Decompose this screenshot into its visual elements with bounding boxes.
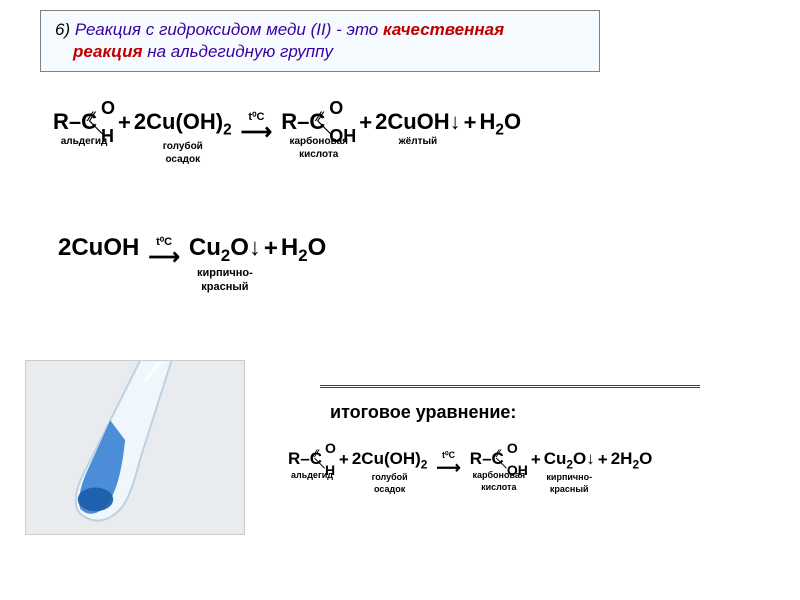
eq3-acid-o: O xyxy=(507,442,518,455)
test-tube-photo xyxy=(25,360,245,535)
eq1-acid-o: O xyxy=(329,100,343,116)
eq3-cu2o-cu: Cu xyxy=(544,449,567,468)
slash: ＼ xyxy=(317,124,331,132)
arrow-icon: ⟶ xyxy=(436,461,460,475)
eq1-h2o-s: 2 xyxy=(495,121,504,138)
eq2-plus: + xyxy=(264,235,278,263)
eq3-ald-o: O xyxy=(325,442,336,455)
eq3-cuoh2-t: 2Cu(OH) xyxy=(352,449,421,468)
summary-divider xyxy=(320,385,700,388)
eq2-cu2o: Cu2O↓ кирпично- красный xyxy=(189,235,261,293)
title-plain: Реакция с гидроксидом меди (II) xyxy=(75,20,332,39)
eq2-cu2o-o: O↓ xyxy=(230,234,261,261)
eq1-cuoh2: 2Cu(OH)2 голубой осадок xyxy=(134,110,232,165)
eq3-cuoh2-s: 2 xyxy=(421,457,428,471)
eq3-ald-h: H xyxy=(325,464,335,477)
eq1-acid-oh: OH xyxy=(329,128,356,144)
eq3-h2o: 2H2O xyxy=(611,450,653,471)
arrow-icon: ⟶ xyxy=(241,123,273,141)
title-line-1: 6) Реакция с гидроксидом меди (II) - это… xyxy=(55,19,585,41)
eq1-cuoh1-l: жёлтый xyxy=(399,136,438,147)
eq2-cuoh-t: 2CuOH xyxy=(58,235,139,261)
summary-label: итоговое уравнение: xyxy=(330,402,516,423)
eq3-cuoh2: 2Cu(OH)2 голубой осадок xyxy=(352,450,428,495)
eq1-h2o: H2O xyxy=(480,110,522,139)
eq2-cuoh: 2CuOH xyxy=(58,235,139,261)
eq3-cuoh2-l1: голубой xyxy=(372,473,408,483)
eq3-arrow: t⁰C ⟶ xyxy=(436,450,460,475)
title-line-2: реакция на альдегидную группу xyxy=(55,41,585,63)
eq1-plus1: + xyxy=(118,110,131,136)
eq3-ald: R–C ⁄⁄ O H ＼ альдегид xyxy=(288,450,336,481)
eq2-h2o-o: O xyxy=(308,234,327,261)
slash: ⁄⁄ xyxy=(314,451,318,458)
eq3-acid-l2: кислота xyxy=(481,483,516,493)
eq2-cu2o-cu: Cu xyxy=(189,234,221,261)
equation-1: R–C ⁄⁄ O H ＼ альдегид + 2Cu(OH)2 голубой… xyxy=(50,110,524,165)
eq1-cuoh1-t: 2CuOH↓ xyxy=(375,110,461,134)
eq1-cuoh2-s: 2 xyxy=(223,121,232,138)
eq3-cu2o-l2: красный xyxy=(550,485,589,495)
eq3-plus2: + xyxy=(531,450,541,470)
eq1-ald-o: O xyxy=(101,100,115,116)
eq3-cu2o-o: O↓ xyxy=(573,449,595,468)
eq3-cu2o-l1: кирпично- xyxy=(546,473,592,483)
eq1-aldehyde: R–C ⁄⁄ O H ＼ альдегид xyxy=(53,110,115,147)
eq1-acid-l2: кислота xyxy=(299,149,338,160)
eq3-h2o-h: 2H xyxy=(611,449,633,468)
eq2-h2o: H2O xyxy=(281,235,326,265)
slash: ⁄⁄ xyxy=(496,451,500,458)
title-box: 6) Реакция с гидроксидом меди (II) - это… xyxy=(40,10,600,72)
eq3-cuoh2-l2: осадок xyxy=(374,485,405,495)
eq1-cuoh2-l2: осадок xyxy=(165,154,200,165)
eq2-cu2o-l2: красный xyxy=(201,281,248,293)
eq2-h2o-h: H xyxy=(281,234,298,261)
eq3-plus3: + xyxy=(598,450,608,470)
title-red2: реакция xyxy=(73,42,143,61)
eq1-plus2: + xyxy=(359,110,372,136)
eq1-cuoh2-t: 2Cu(OH) xyxy=(134,109,223,134)
eq2-cu2o-l1: кирпично- xyxy=(197,267,253,279)
slash: ＼ xyxy=(314,461,325,468)
eq1-cuoh2-l1: голубой xyxy=(163,141,203,152)
slash: ＼ xyxy=(89,124,103,132)
eq2-arrow: t⁰C ⟶ xyxy=(148,235,180,266)
slash: ＼ xyxy=(496,461,507,468)
eq3-acid: R–C ⁄⁄ O OH ＼ карбоновая кислота xyxy=(470,450,528,492)
eq3-plus1: + xyxy=(339,450,349,470)
eq1-arrow: t⁰C ⟶ xyxy=(241,110,273,141)
eq1-acid: R–C ⁄⁄ O OH ＼ карбоновая кислота xyxy=(281,110,356,160)
eq3-cu2o: Cu2O↓ кирпично- красный xyxy=(544,450,595,495)
title-dash: - это xyxy=(331,20,383,39)
eq1-h2o-o: O xyxy=(504,109,521,134)
slash: ⁄⁄ xyxy=(89,112,94,120)
eq2-cu2o-s: 2 xyxy=(221,246,230,265)
eq2-h2o-s: 2 xyxy=(298,246,307,265)
eq3-h2o-o: O xyxy=(639,449,652,468)
eq1-h2o-h: H xyxy=(480,109,496,134)
equation-2: 2CuOH t⁰C ⟶ Cu2O↓ кирпично- красный + H2… xyxy=(55,235,329,293)
arrow-icon: ⟶ xyxy=(148,248,180,266)
eq3-acid-oh: OH xyxy=(507,464,528,477)
title-blue2: на альдегидную группу xyxy=(143,42,333,61)
eq1-cuoh1: 2CuOH↓ жёлтый xyxy=(375,110,461,147)
equation-3: R–C ⁄⁄ O H ＼ альдегид + 2Cu(OH)2 голубой… xyxy=(285,450,655,495)
title-red: качественная xyxy=(383,20,504,39)
slash: ⁄⁄ xyxy=(317,112,322,120)
title-num: 6) xyxy=(55,20,75,39)
eq1-plus3: + xyxy=(464,110,477,136)
